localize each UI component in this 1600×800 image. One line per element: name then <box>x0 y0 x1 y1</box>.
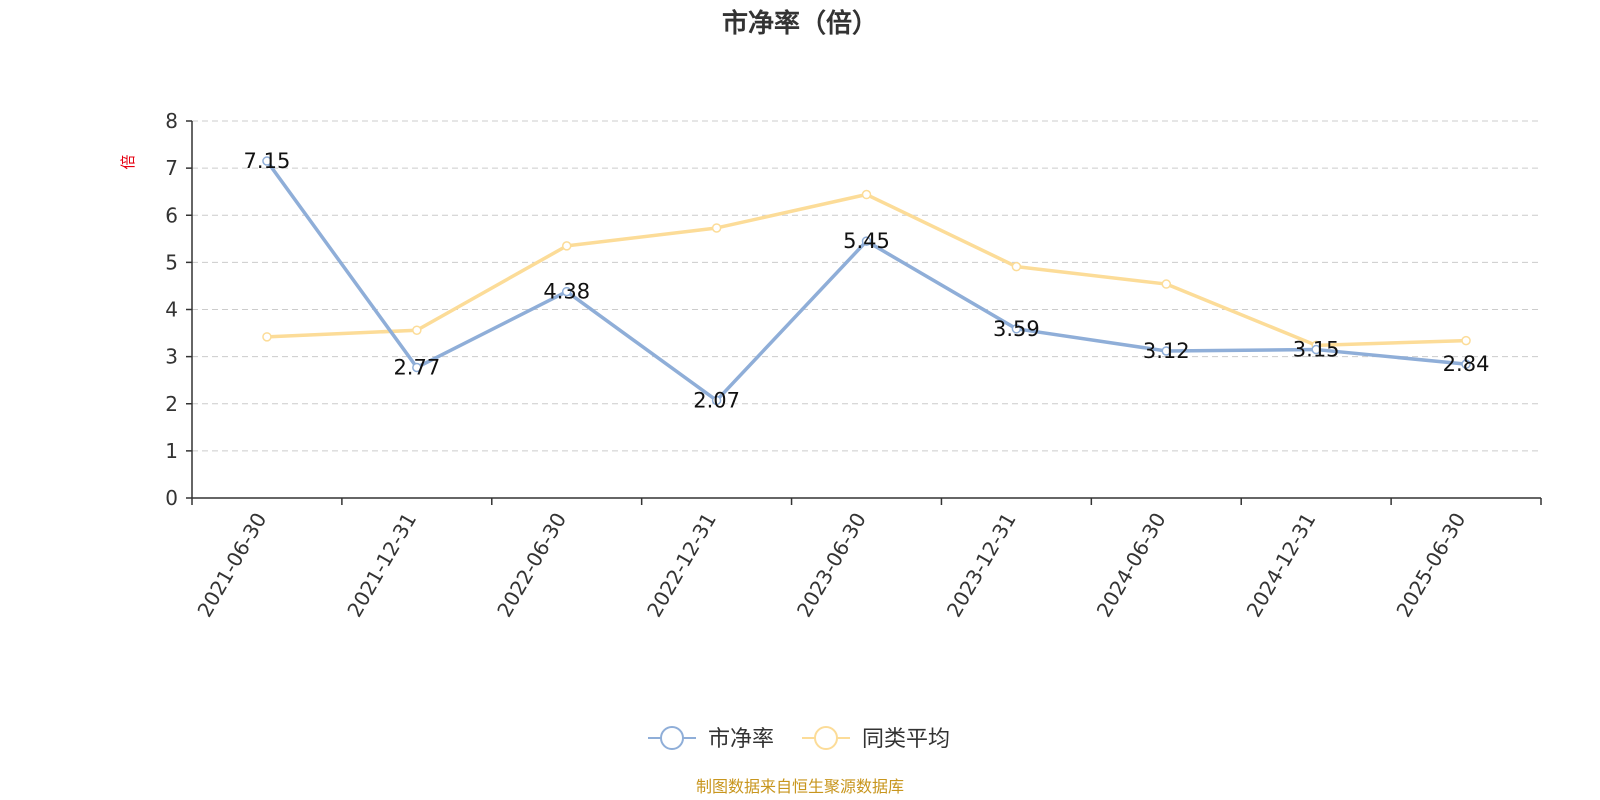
source-note: 制图数据来自恒生聚源数据库 <box>696 777 904 796</box>
grid-lines <box>192 120 1541 452</box>
series-line-2 <box>266 192 1467 348</box>
x-tick-label: 2022-06-30 <box>492 509 571 622</box>
series-1-point[interactable] <box>262 156 272 166</box>
y-tick-label: 8 <box>165 109 178 133</box>
series-2-point[interactable] <box>1461 335 1471 346</box>
legend-item-2[interactable]: 同类平均 <box>802 726 950 752</box>
x-tick-label: 2021-06-30 <box>192 509 271 622</box>
x-tick-label: 2022-12-31 <box>642 509 721 622</box>
legend[interactable]: 市净率 同类平均 <box>648 726 950 752</box>
data-label: 7.15 <box>244 149 291 173</box>
series-2-point[interactable] <box>711 223 722 233</box>
x-tick-label: 2021-12-31 <box>342 509 421 622</box>
y-tick-label: 3 <box>165 345 178 369</box>
y-tick-label: 7 <box>165 156 178 180</box>
series-1-point[interactable] <box>861 236 872 246</box>
series-2-point[interactable] <box>861 189 872 200</box>
y-tick-label: 4 <box>165 298 178 322</box>
x-tick-label: 2023-06-30 <box>792 509 871 622</box>
data-labels: 7.15 2.77 4.38 2.07 5.45 3.59 3.12 3.15 2.84 <box>244 149 1490 412</box>
data-label: 2.84 <box>1443 352 1490 376</box>
data-label: 3.59 <box>993 317 1040 341</box>
chart-title: 市净率（倍） <box>722 8 878 39</box>
series-2-point[interactable] <box>1161 279 1172 289</box>
series-1-point[interactable] <box>1011 324 1022 334</box>
y-tick-label: 6 <box>165 203 178 227</box>
series-lines <box>262 156 1471 406</box>
legend-swatch-marker <box>660 726 684 750</box>
series-2-point[interactable] <box>1011 261 1022 272</box>
series-2-point[interactable] <box>262 332 272 342</box>
series-2-point[interactable] <box>561 241 572 251</box>
data-label: 5.45 <box>843 229 890 253</box>
series-1-point[interactable] <box>412 362 422 373</box>
series-1-point[interactable] <box>1311 344 1321 355</box>
series-1-point[interactable] <box>711 395 722 406</box>
series-1-point[interactable] <box>561 286 572 297</box>
legend-swatch-marker <box>814 726 838 750</box>
x-tick-label: 2025-06-30 <box>1391 509 1470 622</box>
y-tick-label: 0 <box>165 486 178 510</box>
y-tick-label: 5 <box>165 250 178 274</box>
legend-label: 市净率 <box>708 727 774 752</box>
data-label: 3.12 <box>1143 339 1190 363</box>
x-tick-label: 2024-12-31 <box>1242 509 1321 622</box>
x-tick-label: 2024-06-30 <box>1092 509 1171 622</box>
x-tick-label: 2023-12-31 <box>942 509 1021 622</box>
y-tick-label: 2 <box>165 392 178 416</box>
series-1-point[interactable] <box>1161 346 1172 356</box>
legend-label: 同类平均 <box>862 727 950 752</box>
axes: 0 1 2 3 4 5 6 7 8 2021-06-30 2021-12-31 2022-06-30 2… <box>165 109 1542 622</box>
data-label: 2.07 <box>693 388 740 412</box>
y-tick-label: 1 <box>165 439 178 463</box>
data-label: 3.15 <box>1293 338 1340 362</box>
series-2-point[interactable] <box>412 325 422 335</box>
data-label: 2.77 <box>393 355 440 379</box>
series-1-point[interactable] <box>1461 359 1471 369</box>
y-axis-unit-label: 倍 <box>119 154 137 169</box>
data-label: 4.38 <box>543 280 590 304</box>
legend-item-1[interactable]: 市净率 <box>648 726 774 752</box>
